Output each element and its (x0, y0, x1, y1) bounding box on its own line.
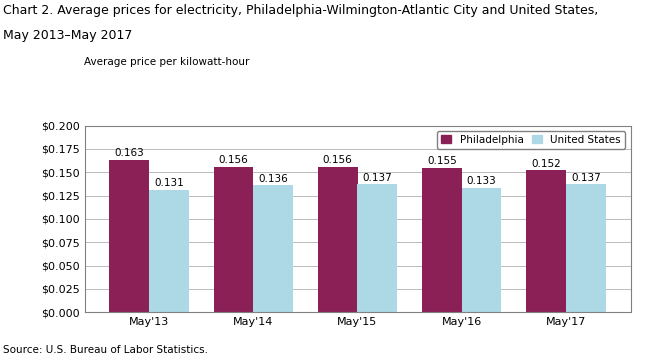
Bar (358, 185, 397, 312)
Text: 0.137: 0.137 (363, 173, 392, 183)
Text: 0.155: 0.155 (427, 156, 457, 166)
Text: 0.137: 0.137 (571, 173, 601, 183)
Bar (214, 167, 254, 312)
Bar (462, 188, 501, 312)
Text: 0.156: 0.156 (218, 155, 248, 165)
Text: Source: U.S. Bureau of Labor Statistics.: Source: U.S. Bureau of Labor Statistics. (3, 345, 208, 355)
Bar (318, 167, 358, 312)
Bar (149, 190, 188, 312)
Text: 0.131: 0.131 (154, 178, 184, 188)
Bar (566, 185, 606, 312)
Text: May 2013–May 2017: May 2013–May 2017 (3, 29, 133, 42)
Bar (422, 168, 462, 312)
Bar (109, 160, 149, 312)
Text: 0.152: 0.152 (531, 159, 561, 169)
Text: 0.133: 0.133 (467, 176, 497, 186)
Text: Average price per kilowatt-hour: Average price per kilowatt-hour (84, 57, 250, 67)
Bar (254, 185, 293, 312)
Text: 0.156: 0.156 (323, 155, 352, 165)
Legend: Philadelphia, United States: Philadelphia, United States (437, 131, 625, 149)
Text: Chart 2. Average prices for electricity, Philadelphia-Wilmington-Atlantic City a: Chart 2. Average prices for electricity,… (3, 4, 599, 17)
Text: 0.163: 0.163 (114, 148, 144, 158)
Text: 0.136: 0.136 (258, 173, 288, 183)
Bar (526, 171, 566, 312)
